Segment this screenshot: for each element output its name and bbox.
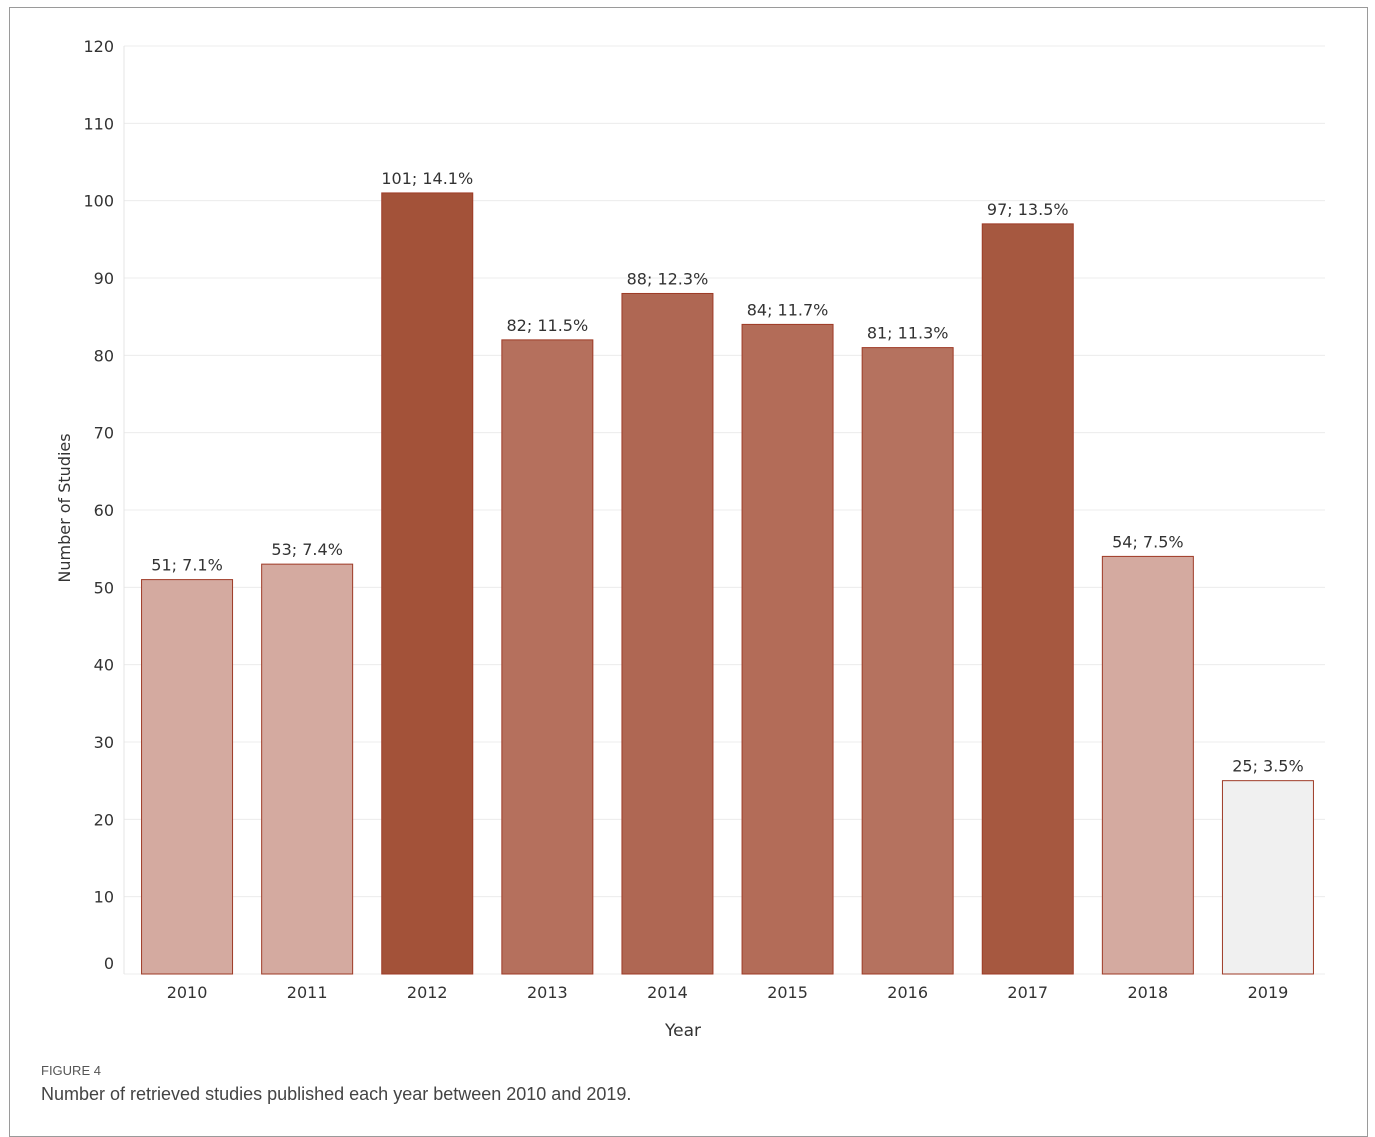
y-tick-label: 90 xyxy=(94,269,114,288)
y-tick-label: 40 xyxy=(94,656,114,675)
x-tick-label: 2010 xyxy=(167,983,208,1002)
figure-caption: Number of retrieved studies published ea… xyxy=(41,1084,631,1105)
y-tick-label: 0 xyxy=(104,954,114,973)
x-tick-label: 2012 xyxy=(407,983,448,1002)
x-tick-label: 2016 xyxy=(887,983,928,1002)
x-tick-label: 2018 xyxy=(1127,983,1168,1002)
y-tick-label: 60 xyxy=(94,501,114,520)
bar-2014 xyxy=(622,293,713,974)
bar-2010 xyxy=(142,580,233,974)
y-tick-label: 100 xyxy=(83,192,114,211)
y-axis-title: Number of Studies xyxy=(55,433,74,582)
bar-2013 xyxy=(502,340,593,974)
x-tick-label: 2019 xyxy=(1248,983,1289,1002)
y-tick-label: 80 xyxy=(94,346,114,365)
bar-chart: 0 10 20 30 40 50 60 70 80 90 100 110 120 51; 7.1% 53;… xyxy=(0,0,1375,1060)
x-tick-label: 2015 xyxy=(767,983,808,1002)
bar-2011 xyxy=(262,564,353,974)
y-tick-label: 50 xyxy=(94,578,114,597)
bar-2016 xyxy=(862,348,953,974)
bar-2015 xyxy=(742,324,833,974)
y-tick-label: 30 xyxy=(94,733,114,752)
bar-2019 xyxy=(1222,781,1313,974)
y-tick-label: 10 xyxy=(94,888,114,907)
data-label: 82; 11.5% xyxy=(507,316,589,335)
bar-2018 xyxy=(1102,556,1193,974)
data-label: 53; 7.4% xyxy=(271,540,342,559)
x-tick-label: 2017 xyxy=(1007,983,1048,1002)
bar-2017 xyxy=(982,224,1073,974)
figure-label: FIGURE 4 xyxy=(41,1063,101,1078)
data-label: 81; 11.3% xyxy=(867,324,949,343)
data-label: 88; 12.3% xyxy=(627,269,709,288)
y-tick-labels: 0 10 20 30 40 50 60 70 80 90 100 110 120 xyxy=(83,37,114,973)
x-tick-label: 2011 xyxy=(287,983,328,1002)
x-axis-title: Year xyxy=(664,1021,701,1041)
x-tick-label: 2013 xyxy=(527,983,568,1002)
bar-2012 xyxy=(382,193,473,974)
y-tick-label: 120 xyxy=(83,37,114,56)
y-tick-label: 110 xyxy=(83,114,114,133)
x-tick-label: 2014 xyxy=(647,983,688,1002)
data-label: 51; 7.1% xyxy=(151,556,222,575)
data-label: 84; 11.7% xyxy=(747,300,829,319)
data-label: 101; 14.1% xyxy=(381,169,473,188)
data-label: 97; 13.5% xyxy=(987,200,1069,219)
bars xyxy=(142,193,1314,974)
data-label: 25; 3.5% xyxy=(1232,757,1303,776)
x-tick-labels: 2010 2011 2012 2013 2014 2015 2016 2017 2018 2019 xyxy=(167,983,1289,1002)
y-tick-label: 20 xyxy=(94,810,114,829)
data-label: 54; 7.5% xyxy=(1112,532,1183,551)
y-tick-label: 70 xyxy=(94,424,114,443)
